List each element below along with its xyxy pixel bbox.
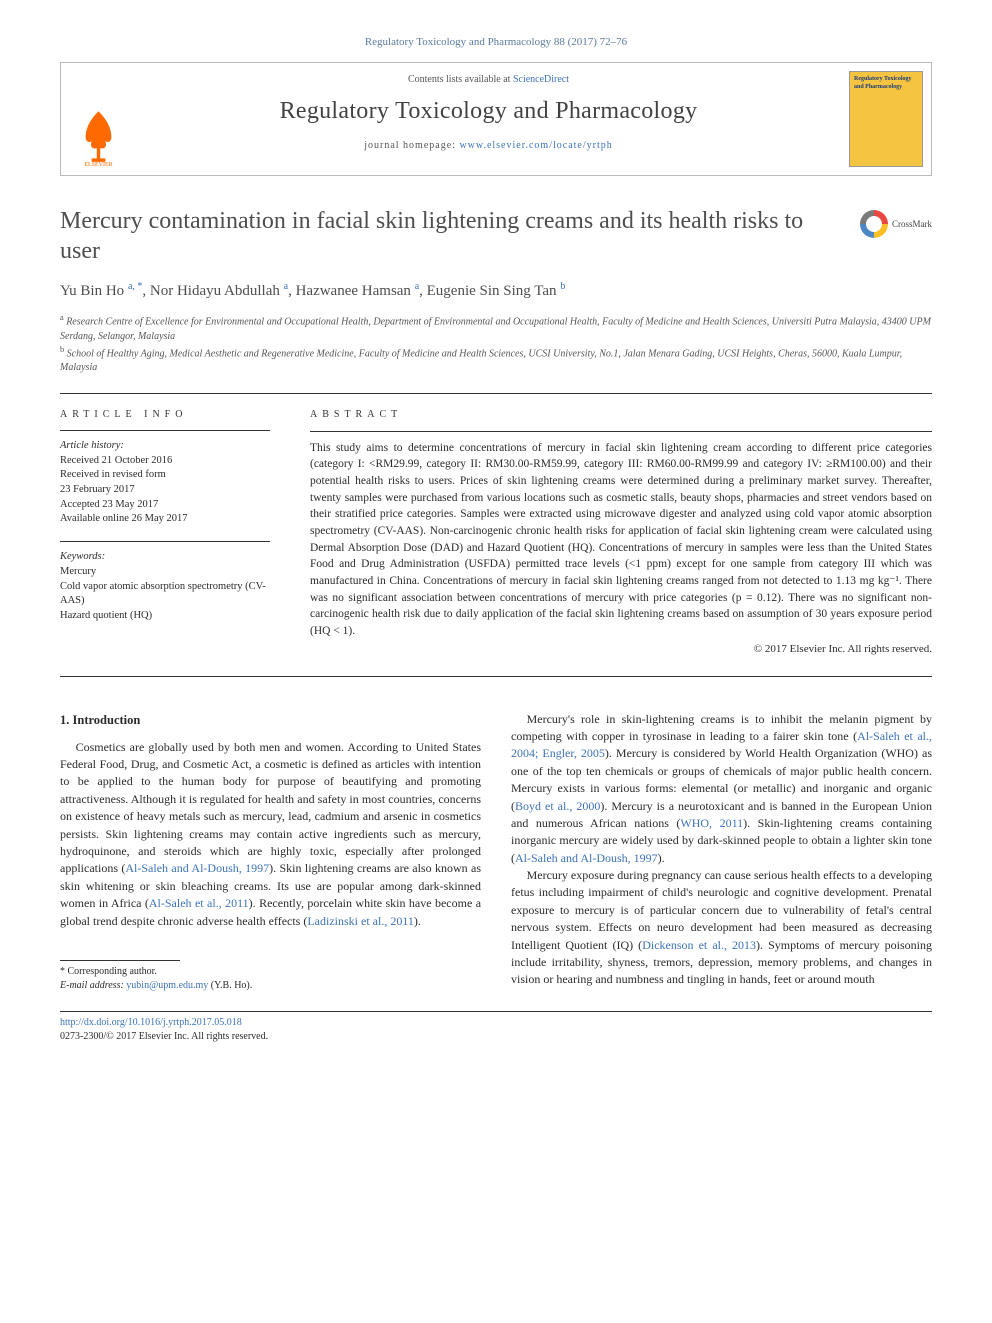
abstract-copyright: © 2017 Elsevier Inc. All rights reserved…: [310, 642, 932, 658]
journal-cover-thumbnail: Regulatory Toxicology and Pharmacology: [849, 71, 923, 167]
body-column-right: Mercury's role in skin-lightening creams…: [511, 711, 932, 993]
article-title: Mercury contamination in facial skin lig…: [60, 206, 840, 266]
history-line: Received 21 October 2016: [60, 454, 270, 469]
history-line: Available online 26 May 2017: [60, 512, 270, 527]
elsevier-logo-icon: ELSEVIER: [71, 107, 126, 167]
authors: Yu Bin Ho a, *, Nor Hidayu Abdullah a, H…: [60, 280, 932, 302]
abstract-text: This study aims to determine concentrati…: [310, 440, 932, 640]
citation-link[interactable]: Boyd et al., 2000: [515, 799, 600, 813]
keyword: Cold vapor atomic absorption spectrometr…: [60, 580, 270, 609]
body-text: 1. Introduction Cosmetics are globally u…: [60, 711, 932, 993]
top-citation: Regulatory Toxicology and Pharmacology 8…: [60, 35, 932, 50]
header-center: Contents lists available at ScienceDirec…: [136, 63, 841, 175]
keyword: Hazard quotient (HQ): [60, 609, 270, 624]
history-line: 23 February 2017: [60, 483, 270, 498]
journal-name: Regulatory Toxicology and Pharmacology: [146, 95, 831, 129]
svg-text:ELSEVIER: ELSEVIER: [84, 163, 112, 168]
abstract: ABSTRACT This study aims to determine co…: [310, 408, 932, 658]
article-info-label: ARTICLE INFO: [60, 408, 270, 422]
citation-link[interactable]: Al-Saleh and Al-Doush, 1997: [515, 851, 658, 865]
doi-link[interactable]: http://dx.doi.org/10.1016/j.yrtph.2017.0…: [60, 1017, 242, 1028]
citation-link[interactable]: Al-Saleh and Al-Doush, 1997: [125, 861, 269, 875]
keywords-block: Keywords: MercuryCold vapor atomic absor…: [60, 550, 270, 623]
citation-link[interactable]: Dickenson et al., 2013: [642, 938, 756, 952]
journal-homepage: journal homepage: www.elsevier.com/locat…: [146, 139, 831, 153]
page-footer: http://dx.doi.org/10.1016/j.yrtph.2017.0…: [60, 1011, 932, 1044]
email-link[interactable]: yubin@upm.edu.my: [126, 980, 208, 991]
publisher-logo-cell: ELSEVIER: [61, 63, 136, 175]
citation-link[interactable]: Al-Saleh et al., 2011: [149, 896, 249, 910]
citation-link[interactable]: WHO, 2011: [680, 816, 743, 830]
citation-link[interactable]: Ladizinski et al., 2011: [307, 914, 414, 928]
affiliations: a Research Centre of Excellence for Envi…: [60, 312, 932, 375]
article-info: ARTICLE INFO Article history: Received 2…: [60, 408, 270, 658]
sciencedirect-link[interactable]: ScienceDirect: [513, 74, 569, 85]
crossmark-label: CrossMark: [892, 218, 932, 231]
article-history: Article history: Received 21 October 201…: [60, 439, 270, 527]
body-column-left: 1. Introduction Cosmetics are globally u…: [60, 711, 481, 993]
homepage-link[interactable]: www.elsevier.com/locate/yrtph: [459, 140, 612, 151]
journal-cover-cell: Regulatory Toxicology and Pharmacology: [841, 63, 931, 175]
corresponding-author-footnote: * Corresponding author. E-mail address: …: [60, 965, 481, 993]
contents-available: Contents lists available at ScienceDirec…: [146, 73, 831, 87]
abstract-label: ABSTRACT: [310, 408, 932, 423]
section-heading: 1. Introduction: [60, 711, 481, 729]
keyword: Mercury: [60, 565, 270, 580]
history-line: Accepted 23 May 2017: [60, 498, 270, 513]
crossmark-icon: [860, 210, 888, 238]
journal-header: ELSEVIER Contents lists available at Sci…: [60, 62, 932, 176]
history-line: Received in revised form: [60, 468, 270, 483]
footer-copyright: 0273-2300/© 2017 Elsevier Inc. All right…: [60, 1031, 268, 1042]
crossmark-badge[interactable]: CrossMark: [860, 210, 932, 238]
